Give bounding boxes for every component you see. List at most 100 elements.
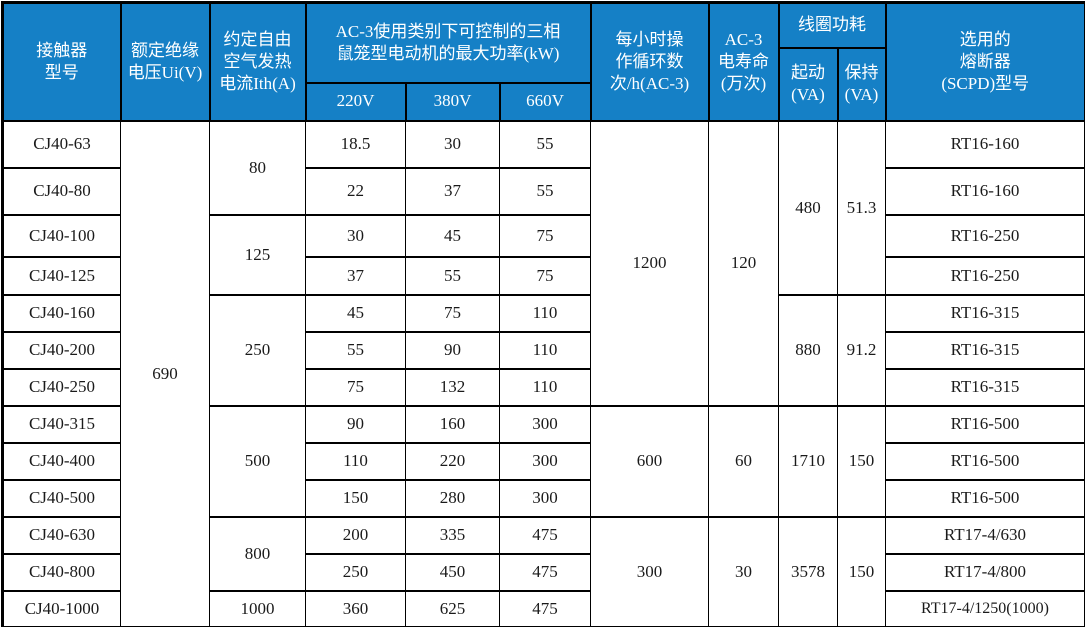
p380-cell: 625 (405, 589, 500, 627)
p380-cell: 55 (405, 255, 500, 296)
p220-cell: 37 (305, 255, 406, 296)
p380-cell: 45 (405, 213, 500, 258)
p220-cell: 250 (305, 552, 406, 592)
model-cell: CJ40-100 (2, 213, 121, 258)
header-rated-voltage: 额定绝缘 电压Ui(V) (119, 1, 211, 122)
header-coil-hold: 保持 (VA) (836, 46, 887, 122)
model-cell: CJ40-500 (2, 478, 121, 518)
ith-cell: 1000 (209, 589, 306, 627)
p220-cell: 30 (305, 213, 406, 258)
model-cell: CJ40-1000 (2, 589, 121, 627)
table-row: CJ40-200 55 90 110 RT16-315 (2, 330, 1085, 370)
p660-cell: 110 (499, 293, 591, 333)
table-row: CJ40-250 75 132 110 RT16-315 (2, 367, 1085, 407)
fuse-cell: RT16-500 (885, 441, 1085, 481)
fuse-cell: RT16-315 (885, 293, 1085, 333)
life-cell: 30 (708, 515, 779, 627)
ith-cell: 800 (209, 515, 306, 592)
model-cell: CJ40-315 (2, 404, 121, 444)
header-380v: 380V (404, 81, 501, 122)
p660-cell: 475 (499, 515, 591, 555)
p660-cell: 300 (499, 441, 591, 481)
fuse-cell: RT16-315 (885, 330, 1085, 370)
p380-cell: 30 (405, 119, 500, 169)
table-row: CJ40-500 150 280 300 RT16-500 (2, 478, 1085, 518)
model-cell: CJ40-200 (2, 330, 121, 370)
ith-cell: 80 (209, 119, 306, 216)
cycles-cell: 600 (590, 404, 709, 518)
p380-cell: 220 (405, 441, 500, 481)
header-ac3-power: AC-3使用类别下可控制的三相 鼠笼型电动机的最大功率(kW) (304, 1, 592, 84)
p660-cell: 110 (499, 367, 591, 407)
p380-cell: 160 (405, 404, 500, 444)
p220-cell: 22 (305, 166, 406, 216)
p380-cell: 335 (405, 515, 500, 555)
fuse-cell: RT16-500 (885, 478, 1085, 518)
p380-cell: 37 (405, 166, 500, 216)
p660-cell: 75 (499, 213, 591, 258)
p660-cell: 300 (499, 404, 591, 444)
header-model: 接触器 型号 (1, 1, 122, 122)
coil-hold-cell: 150 (837, 404, 886, 518)
p220-cell: 200 (305, 515, 406, 555)
table-row: CJ40-1000 1000 360 625 475 RT17-4/1250(1… (2, 589, 1085, 627)
coil-start-cell: 3578 (778, 515, 838, 627)
p660-cell: 55 (499, 119, 591, 169)
table-row: CJ40-400 110 220 300 RT16-500 (2, 441, 1085, 481)
p220-cell: 45 (305, 293, 406, 333)
model-cell: CJ40-160 (2, 293, 121, 333)
p380-cell: 75 (405, 293, 500, 333)
model-cell: CJ40-630 (2, 515, 121, 555)
fuse-cell: RT16-250 (885, 255, 1085, 296)
header-fuse: 选用的 熔断器 (SCPD)型号 (884, 1, 1085, 122)
p660-cell: 75 (499, 255, 591, 296)
header-row-1: 接触器 型号 额定绝缘 电压Ui(V) 约定自由 空气发热 电流Ith(A) A… (1, 1, 1085, 122)
cycles-cell: 1200 (590, 119, 709, 407)
ui-cell: 690 (120, 119, 210, 627)
p220-cell: 360 (305, 589, 406, 627)
life-cell: 120 (708, 119, 779, 407)
header-220v: 220V (304, 81, 407, 122)
fuse-cell: RT16-160 (885, 166, 1085, 216)
p660-cell: 55 (499, 166, 591, 216)
table-header: 接触器 型号 额定绝缘 电压Ui(V) 约定自由 空气发热 电流Ith(A) A… (1, 1, 1085, 122)
header-row-2: 起动 (VA) 保持 (VA) (3, 46, 1085, 122)
table-row: CJ40-125 37 55 75 RT16-250 (2, 255, 1085, 296)
fuse-cell: RT16-315 (885, 367, 1085, 407)
header-electrical-life: AC-3 电寿命 (万次) (707, 1, 780, 122)
coil-start-cell: 1710 (778, 404, 838, 518)
fuse-cell: RT17-4/800 (885, 552, 1085, 592)
model-cell: CJ40-80 (2, 166, 121, 216)
model-cell: CJ40-63 (2, 119, 121, 169)
header-coil-power: 线圈功耗 (777, 1, 887, 49)
model-cell: CJ40-800 (2, 552, 121, 592)
fuse-cell: RT16-160 (885, 119, 1085, 169)
header-coil-start: 起动 (VA) (777, 46, 839, 122)
table-row: CJ40-800 250 450 475 RT17-4/800 (2, 552, 1085, 592)
coil-hold-cell: 150 (837, 515, 886, 627)
p220-cell: 55 (305, 330, 406, 370)
header-row-3: 220V 380V 660V (3, 81, 1085, 122)
p660-cell: 475 (499, 589, 591, 627)
ith-cell: 250 (209, 293, 306, 407)
table-row: CJ40-80 22 37 55 RT16-160 (2, 166, 1085, 216)
p220-cell: 110 (305, 441, 406, 481)
model-cell: CJ40-125 (2, 255, 121, 296)
p220-cell: 90 (305, 404, 406, 444)
p220-cell: 18.5 (305, 119, 406, 169)
p660-cell: 110 (499, 330, 591, 370)
p380-cell: 280 (405, 478, 500, 518)
fuse-cell: RT17-4/1250(1000) (885, 589, 1085, 627)
fuse-cell: RT16-500 (885, 404, 1085, 444)
p380-cell: 132 (405, 367, 500, 407)
table-row: CJ40-160 250 45 75 110 880 91.2 RT16-315 (2, 293, 1085, 407)
p380-cell: 90 (405, 330, 500, 370)
model-cell: CJ40-250 (2, 367, 121, 407)
coil-start-cell: 880 (778, 293, 838, 407)
table-row: CJ40-63 690 80 18.5 30 55 1200 120 480 5… (2, 119, 1085, 627)
table-body: CJ40-63 690 80 18.5 30 55 1200 120 480 5… (2, 119, 1085, 627)
table-row: CJ40-315 500 90 160 300 600 60 1710 150 … (2, 404, 1085, 518)
p220-cell: 150 (305, 478, 406, 518)
ith-cell: 125 (209, 213, 306, 296)
